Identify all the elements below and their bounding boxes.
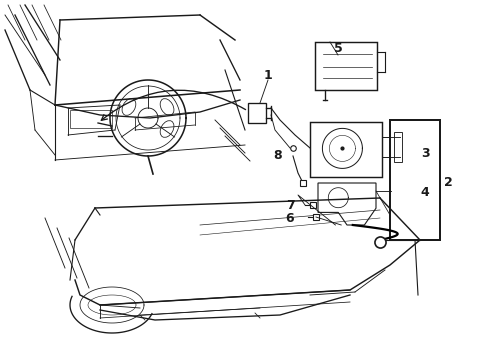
Text: 7: 7 <box>286 198 294 212</box>
Text: 8: 8 <box>274 149 282 162</box>
Ellipse shape <box>160 99 174 115</box>
Text: 2: 2 <box>443 176 452 189</box>
Bar <box>394 132 402 162</box>
Text: 3: 3 <box>421 147 429 159</box>
Ellipse shape <box>160 121 174 138</box>
Ellipse shape <box>122 99 136 115</box>
Text: 4: 4 <box>420 185 429 198</box>
Bar <box>248 103 266 123</box>
Text: 5: 5 <box>334 41 343 54</box>
Bar <box>315 42 377 90</box>
Text: 1: 1 <box>264 68 272 81</box>
Bar <box>70 110 112 128</box>
Bar <box>310 122 382 177</box>
Bar <box>390 120 440 240</box>
Polygon shape <box>318 183 376 225</box>
Text: 6: 6 <box>286 212 294 225</box>
